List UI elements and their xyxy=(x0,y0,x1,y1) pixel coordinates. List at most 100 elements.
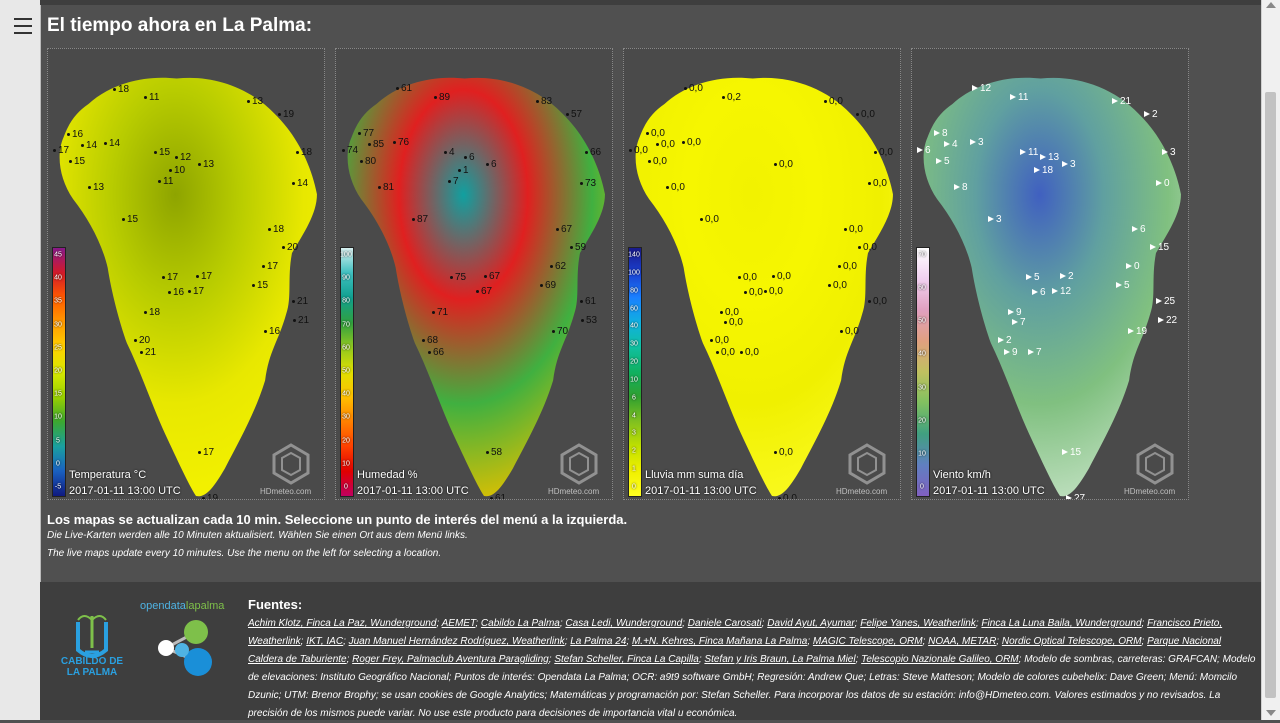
source-link[interactable]: Felipe Yanes, Weatherlink xyxy=(860,618,976,629)
station-value[interactable]: 75 xyxy=(450,272,466,283)
station-value[interactable]: 20 xyxy=(134,335,150,346)
station-value[interactable]: 76 xyxy=(393,137,409,148)
page-scrollbar[interactable] xyxy=(1261,0,1280,720)
station-value[interactable]: 85 xyxy=(368,139,384,150)
station-value[interactable]: 53 xyxy=(581,315,597,326)
cabildo-logo[interactable] xyxy=(52,600,132,680)
station-value[interactable]: 61 xyxy=(396,83,412,94)
station-value[interactable]: 0,0 xyxy=(774,159,793,170)
source-link[interactable]: David Ayut, Ayumar xyxy=(767,618,855,629)
station-value[interactable]: 0,0 xyxy=(858,242,877,253)
source-link[interactable]: MAGIC Telescope, ORM xyxy=(812,636,923,647)
source-link[interactable]: Roger Frey, Palmaclub Aventura Paraglidi… xyxy=(352,654,549,665)
map-humidity[interactable]: 100 90 80 70 60 50 40 30 20 10 0 61 89 83 57 77 85 76 74 80… xyxy=(335,48,613,500)
station-value[interactable]: 3 xyxy=(970,137,984,148)
station-value[interactable]: 74 xyxy=(342,145,358,156)
station-value[interactable]: 18 xyxy=(144,307,160,318)
station-value[interactable]: 67 xyxy=(556,224,572,235)
station-value[interactable]: 0,0 xyxy=(874,147,893,158)
station-value[interactable]: 0,0 xyxy=(740,347,759,358)
station-value[interactable]: 0,0 xyxy=(700,214,719,225)
station-value[interactable]: 4 xyxy=(444,147,455,158)
station-value[interactable]: 12 xyxy=(175,152,191,163)
station-value[interactable]: 0,0 xyxy=(648,156,667,167)
station-value[interactable]: 81 xyxy=(378,182,394,193)
station-value[interactable]: 57 xyxy=(566,109,582,120)
station-value[interactable]: 6 xyxy=(1032,287,1046,298)
station-value[interactable]: 18 xyxy=(296,147,312,158)
station-value[interactable]: 2 xyxy=(1144,109,1158,120)
station-value[interactable]: 68 xyxy=(422,335,438,346)
station-value[interactable]: 27 xyxy=(1066,493,1085,499)
station-value[interactable]: 15 xyxy=(154,147,170,158)
station-value[interactable]: 0,0 xyxy=(772,271,791,282)
menu-icon[interactable] xyxy=(14,18,32,34)
station-value[interactable]: 70 xyxy=(552,326,568,337)
station-value[interactable]: 61 xyxy=(580,296,596,307)
station-value[interactable]: 0,0 xyxy=(724,317,743,328)
station-value[interactable]: 0,0 xyxy=(838,261,857,272)
station-value[interactable]: 67 xyxy=(476,286,492,297)
station-value[interactable]: 0,0 xyxy=(856,109,875,120)
station-value[interactable]: 0,0 xyxy=(844,224,863,235)
station-value[interactable]: 8 xyxy=(954,182,968,193)
source-link[interactable]: IKT, IAC xyxy=(306,636,344,647)
station-value[interactable]: 17 xyxy=(262,261,278,272)
source-link[interactable]: Telescopio Nazionale Galileo, ORM xyxy=(861,654,1019,665)
station-value[interactable]: 17 xyxy=(198,447,214,458)
station-value[interactable]: 3 xyxy=(1062,159,1076,170)
source-link[interactable]: Nordic Optical Telescope, ORM xyxy=(1001,636,1142,647)
station-value[interactable]: 5 xyxy=(1116,280,1130,291)
source-link[interactable]: AEMET xyxy=(441,618,476,629)
opendata-lapalma-text[interactable]: opendatalapalma xyxy=(140,600,224,612)
station-value[interactable]: 66 xyxy=(585,147,601,158)
station-value[interactable]: 0 xyxy=(1126,261,1140,272)
station-value[interactable]: 19 xyxy=(1128,326,1147,337)
station-value[interactable]: 9 xyxy=(1004,347,1018,358)
station-value[interactable]: 0,2 xyxy=(722,92,741,103)
source-link[interactable]: Francisco Prieto, Weatherlink xyxy=(248,618,1223,647)
station-value[interactable]: 15 xyxy=(1062,447,1081,458)
station-value[interactable]: 0,0 xyxy=(824,96,843,107)
station-value[interactable]: 17 xyxy=(162,272,178,283)
station-value[interactable]: 15 xyxy=(69,156,85,167)
source-link[interactable]: Daniele Carosati xyxy=(687,618,762,629)
station-value[interactable]: 13 xyxy=(88,182,104,193)
station-value[interactable]: 71 xyxy=(432,307,448,318)
station-value[interactable]: 14 xyxy=(292,178,308,189)
station-value[interactable]: 11 xyxy=(158,176,173,187)
station-value[interactable]: 8 xyxy=(934,128,948,139)
source-link[interactable]: Casa Ledi, Wunderground xyxy=(565,618,683,629)
station-value[interactable]: 9 xyxy=(1008,307,1022,318)
station-value[interactable]: 6 xyxy=(917,145,931,156)
station-value[interactable]: 0,0 xyxy=(840,326,859,337)
station-value[interactable]: 6 xyxy=(464,152,475,163)
station-value[interactable]: 0,0 xyxy=(656,139,675,150)
source-link[interactable]: M.+N. Kehres, Finca Mañana La Palma xyxy=(631,636,808,647)
station-value[interactable]: 13 xyxy=(198,159,214,170)
station-value[interactable]: 11 xyxy=(144,92,159,103)
station-value[interactable]: 5 xyxy=(1026,272,1040,283)
station-value[interactable]: 3 xyxy=(1162,147,1176,158)
station-value[interactable]: 62 xyxy=(550,261,566,272)
source-link[interactable]: Stefan Scheller, Finca La Capilla xyxy=(554,654,699,665)
station-value[interactable]: 21 xyxy=(140,347,156,358)
station-value[interactable]: 0,0 xyxy=(774,447,793,458)
source-link[interactable]: La Palma 24 xyxy=(570,636,627,647)
station-value[interactable]: 0,0 xyxy=(868,178,887,189)
station-value[interactable]: 0,0 xyxy=(684,83,703,94)
source-link[interactable]: Achim Klotz, Finca La Paz, Wunderground xyxy=(248,618,437,629)
station-value[interactable]: 15 xyxy=(252,280,268,291)
station-value[interactable]: 19 xyxy=(202,493,218,499)
station-value[interactable]: 0,0 xyxy=(868,296,887,307)
station-value[interactable]: 58 xyxy=(486,447,502,458)
station-value[interactable]: 11 xyxy=(1020,147,1038,158)
station-value[interactable]: 0,0 xyxy=(646,128,665,139)
station-value[interactable]: 17 xyxy=(53,145,69,156)
station-value[interactable]: 14 xyxy=(81,140,97,151)
scroll-thumb[interactable] xyxy=(1265,92,1276,698)
station-value[interactable]: 6 xyxy=(1132,224,1146,235)
station-value[interactable]: 61 xyxy=(490,493,506,499)
source-link[interactable]: Stefan y Iris Braun, La Palma Miel xyxy=(704,654,856,665)
station-value[interactable]: 67 xyxy=(484,271,500,282)
